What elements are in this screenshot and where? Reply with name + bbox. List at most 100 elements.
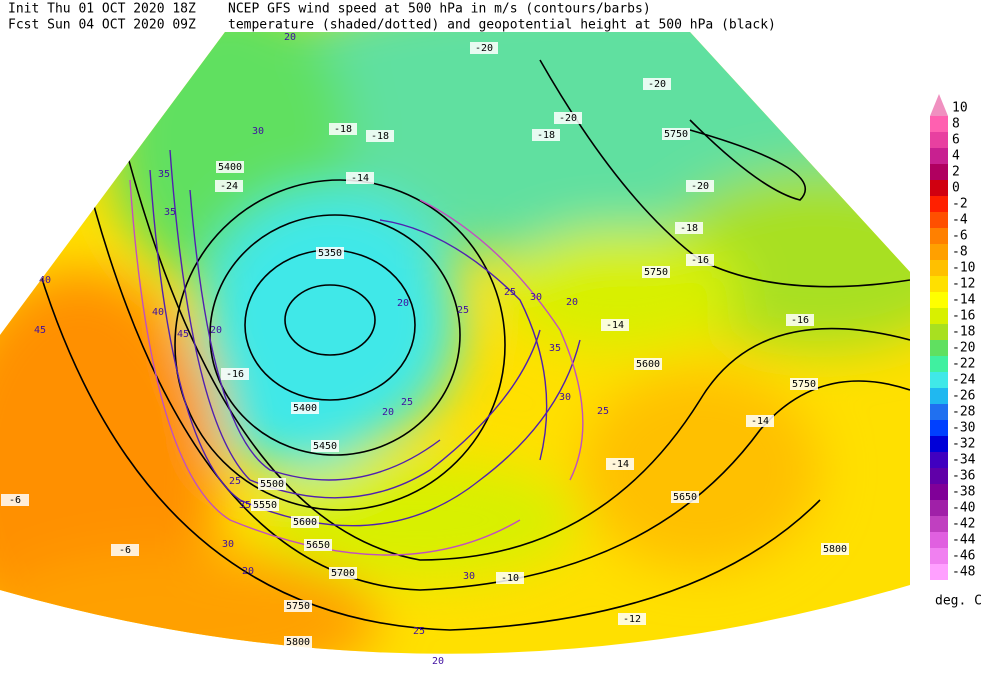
label-background [111,544,139,556]
colorbar-label: -6 [952,229,968,244]
colorbar-box [930,180,948,196]
height-label: 5450 [313,441,337,452]
wind-label: 25 [229,476,241,487]
subtitle: temperature (shaded/dotted) and geopoten… [228,18,776,33]
temperature-label: -14 [351,173,369,184]
label-background [251,499,279,511]
label-background [554,112,582,124]
label-background [316,247,344,259]
height-label: 5400 [293,403,317,414]
height-label: 5800 [286,637,310,648]
height-label: 5750 [664,129,688,140]
temperature-label: -12 [623,614,641,625]
colorbar-label: -8 [952,245,968,260]
label-background [532,129,560,141]
wind-label: 35 [239,500,251,511]
colorbar-box [930,564,948,580]
label-background [366,130,394,142]
colorbar-box [930,196,948,212]
temperature-label: -20 [648,79,666,90]
height-label: 5750 [286,601,310,612]
label-background [284,600,312,612]
colorbar-box [930,116,948,132]
wind-label: 25 [413,626,425,637]
colorbar-box [930,228,948,244]
colorbar-box [930,388,948,404]
label-background [786,314,814,326]
label-background [346,172,374,184]
wind-label: 20 [284,32,296,43]
colorbar-label: -20 [952,341,975,356]
colorbar-label: -2 [952,197,968,212]
wind-label: 45 [34,325,46,336]
colorbar-box [930,212,948,228]
colorbar-box [930,532,948,548]
label-background [221,368,249,380]
colorbar-box [930,452,948,468]
wind-label: 20 [397,298,409,309]
temperature-label: -18 [537,130,555,141]
colorbar: 1086420-2-4-6-8-10-12-14-16-18-20-22-24-… [930,94,976,580]
colorbar-label: -18 [952,325,975,340]
height-label: 5700 [331,568,355,579]
wind-label: 20 [382,407,394,418]
temperature-label: -18 [334,124,352,135]
colorbar-label: -24 [952,373,976,388]
wind-label: 35 [164,207,176,218]
wind-label: 20 [210,325,222,336]
label-background [215,180,243,192]
label-background [606,458,634,470]
label-background [216,161,244,173]
colorbar-label: 8 [952,117,960,132]
height-label: 5350 [318,248,342,259]
label-background [601,319,629,331]
colorbar-box [930,164,948,180]
colorbar-label: 4 [952,149,960,164]
wind-label: 25 [504,287,516,298]
temperature-label: -20 [559,113,577,124]
label-background [258,478,286,490]
colorbar-label: -34 [952,453,976,468]
colorbar-label: 6 [952,133,960,148]
wind-label: 30 [530,292,542,303]
wind-label: 20 [566,297,578,308]
init-time: Init Thu 01 OCT 2020 18Z [8,2,196,17]
colorbar-label: -46 [952,549,975,564]
label-background [642,266,670,278]
colorbar-label: 2 [952,165,960,180]
wind-label: 30 [463,571,475,582]
colorbar-box [930,324,948,340]
colorbar-label: -26 [952,389,975,404]
height-label: 5500 [260,479,284,490]
label-background [746,415,774,427]
label-background [634,358,662,370]
colorbar-label: -16 [952,309,975,324]
colorbar-box [930,404,948,420]
temperature-label: -18 [680,223,698,234]
colorbar-box [930,276,948,292]
colorbar-box [930,500,948,516]
colorbar-cap [930,94,948,116]
temperature-label: -20 [691,181,709,192]
wind-label: 35 [158,169,170,180]
temperature-label: -18 [371,131,389,142]
colorbar-box [930,260,948,276]
colorbar-box [930,148,948,164]
colorbar-label: -12 [952,277,975,292]
wind-label: 25 [401,397,413,408]
colorbar-label: -44 [952,533,976,548]
label-background [311,440,339,452]
label-background [618,613,646,625]
temperature-label: -16 [791,315,809,326]
wind-label: 35 [549,343,561,354]
legend-unit: deg. C [935,594,982,609]
label-background [329,567,357,579]
label-background [329,123,357,135]
temperature-label: -24 [220,181,238,192]
colorbar-box [930,484,948,500]
temperature-label: -16 [226,369,244,380]
wind-label: 25 [457,305,469,316]
wind-label: 45 [177,329,189,340]
label-background [686,254,714,266]
